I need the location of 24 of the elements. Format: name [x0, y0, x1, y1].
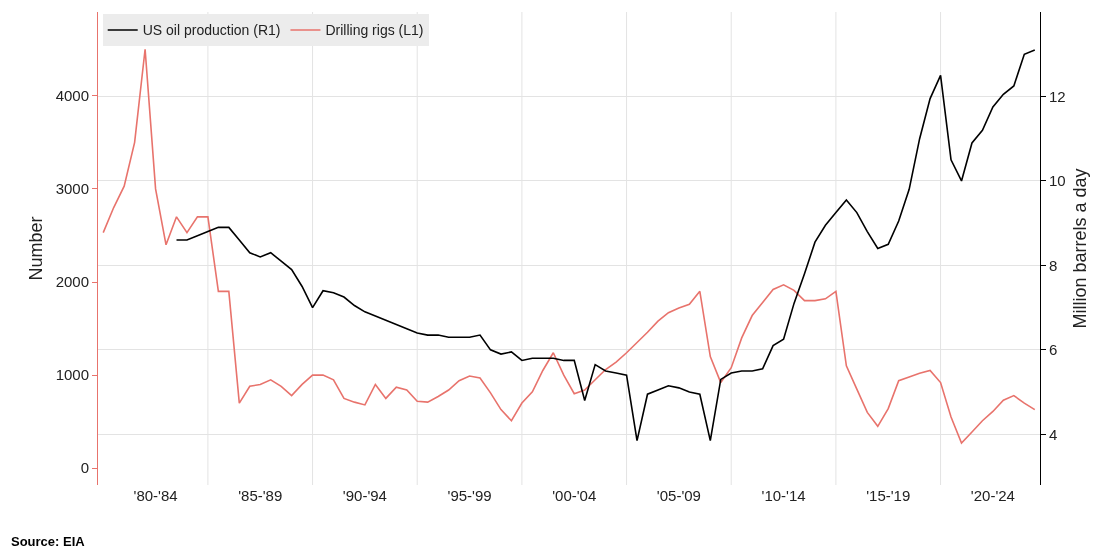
- y2-tick-label: 4: [1049, 425, 1058, 443]
- y-tick-label: 2000: [55, 273, 89, 291]
- y2-tick-label: 8: [1049, 256, 1058, 274]
- x-tick-label: '20-'24: [970, 487, 1015, 504]
- legend-label: Drilling rigs (L1): [325, 22, 424, 39]
- y2-tick-label: 6: [1049, 341, 1058, 359]
- source-note: Source: EIA: [11, 534, 86, 549]
- x-tick-label: '90-'94: [342, 487, 387, 504]
- y2-axis-title: Million barrels a day: [1069, 168, 1090, 329]
- x-tick-label: '15-'19: [866, 487, 911, 504]
- x-tick-label: '80-'84: [133, 487, 178, 504]
- x-tick-label: '05-'09: [656, 487, 701, 504]
- y2-tick-label: 10: [1049, 172, 1066, 190]
- y-tick-label: 1000: [55, 366, 89, 384]
- x-tick-label: '95-'99: [447, 487, 492, 504]
- x-tick-label: '10-'14: [761, 487, 806, 504]
- x-tick-label: '00-'04: [552, 487, 597, 504]
- legend-label: US oil production (R1): [142, 22, 281, 39]
- y-tick-label: 0: [80, 459, 89, 477]
- y2-tick-label: 12: [1049, 87, 1066, 105]
- y-tick-label: 4000: [55, 87, 89, 105]
- y-axis-title: Number: [25, 216, 46, 281]
- y-tick-label: 3000: [55, 180, 89, 198]
- x-tick-label: '85-'89: [238, 487, 283, 504]
